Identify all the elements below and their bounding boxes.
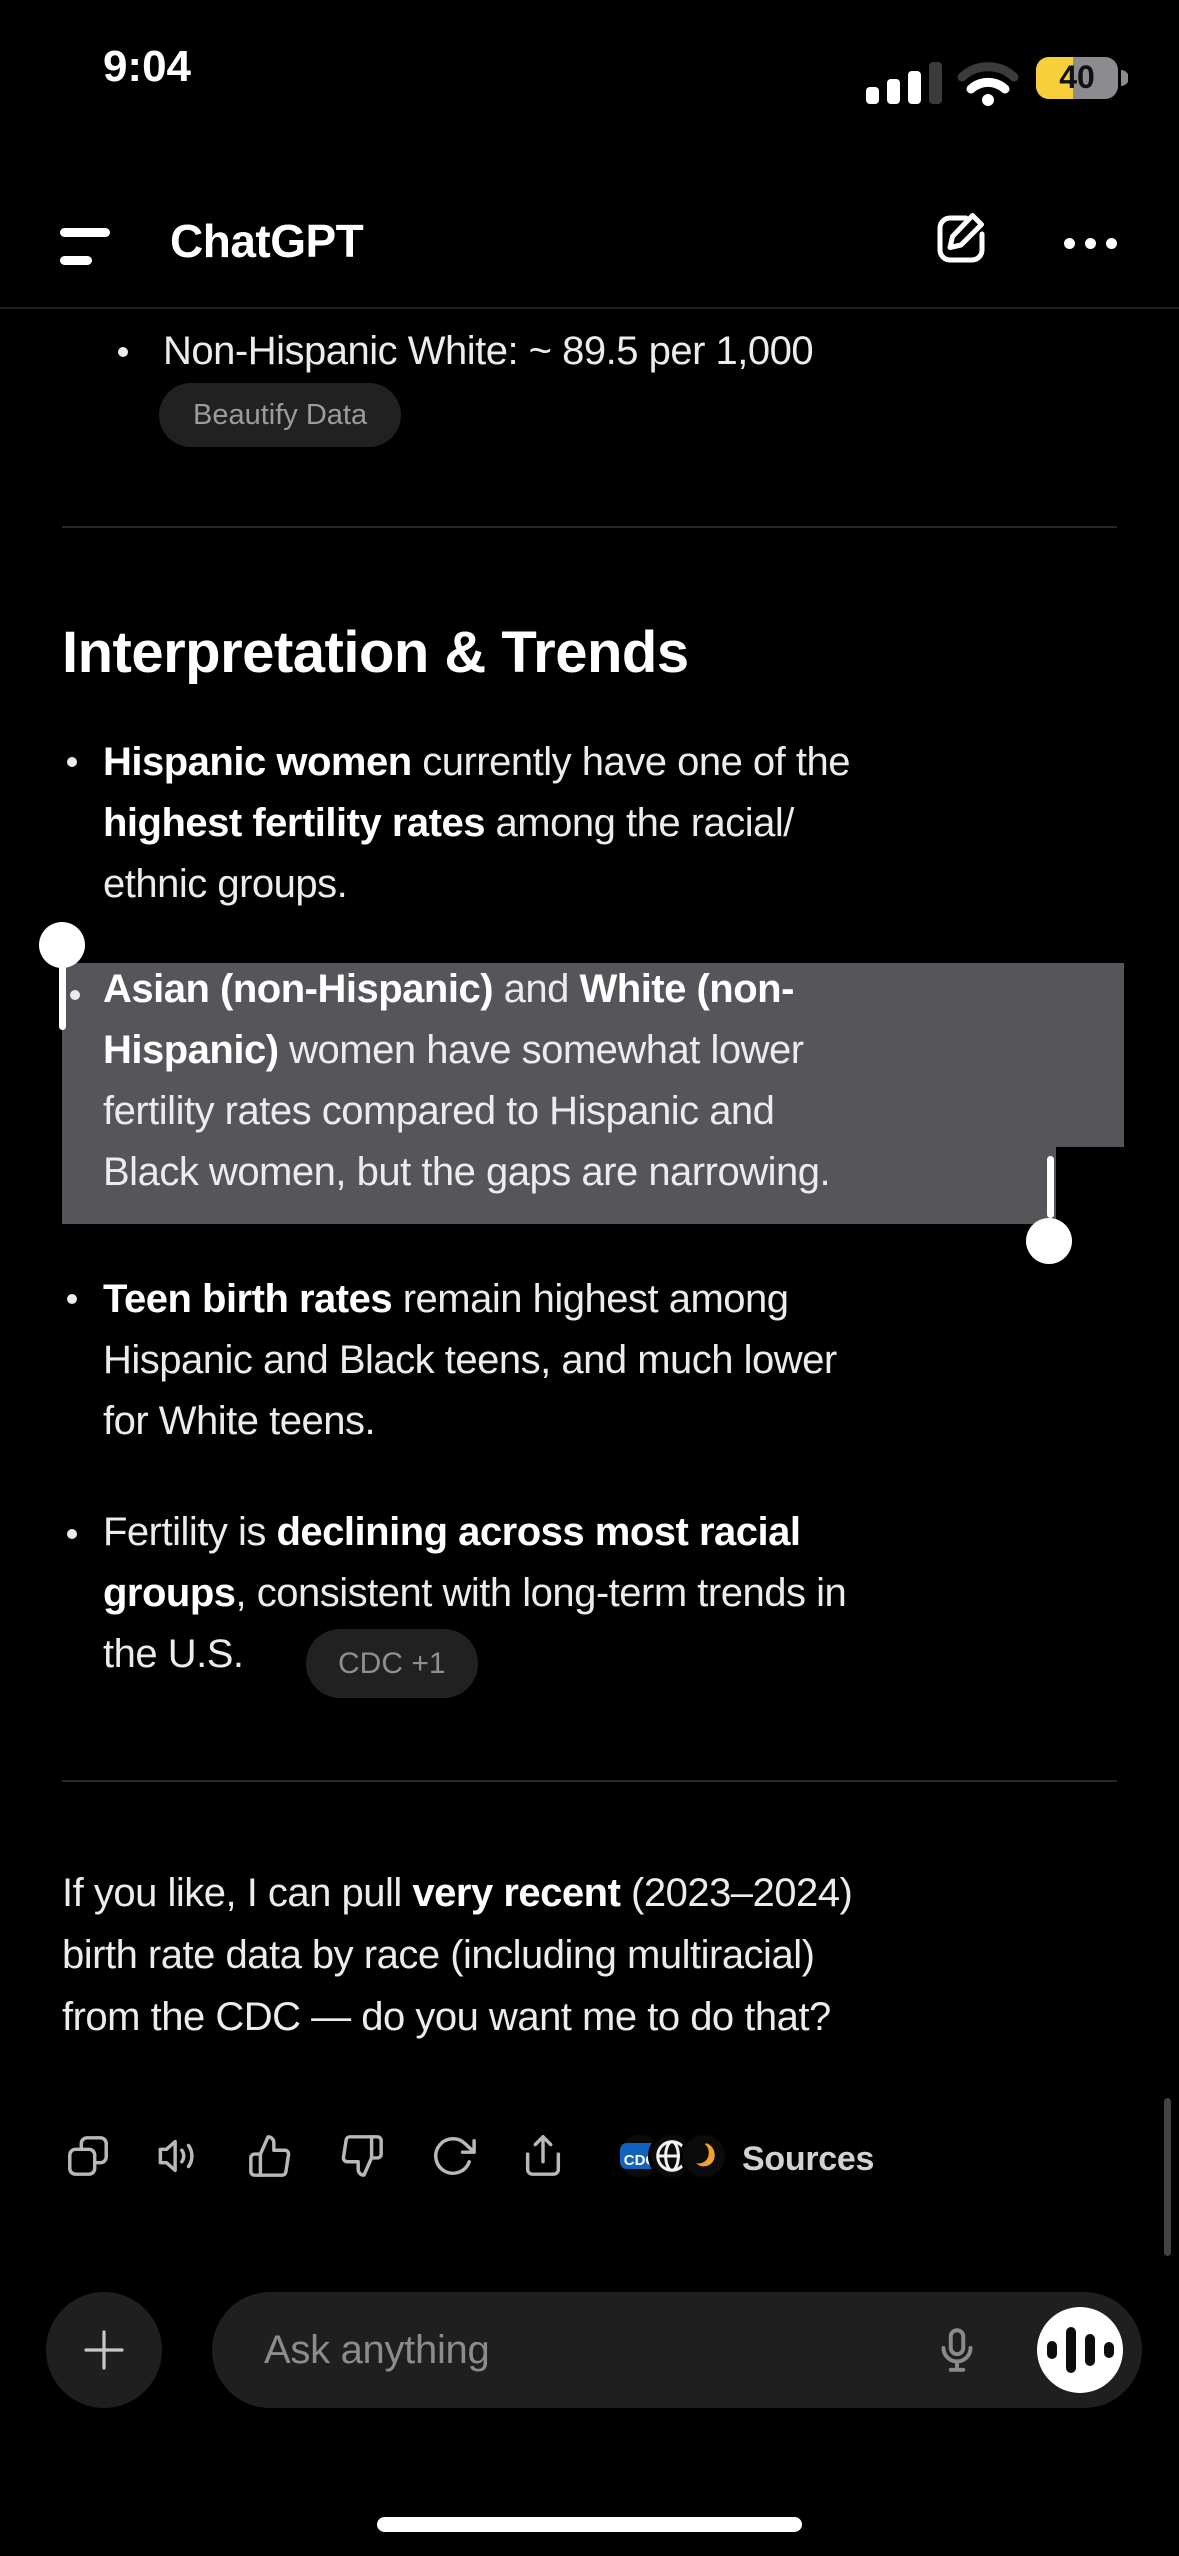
more-options-button[interactable] bbox=[1064, 236, 1127, 254]
text-selection-highlight bbox=[62, 963, 1124, 1147]
home-indicator[interactable] bbox=[377, 2517, 802, 2532]
message-input[interactable]: Ask anything bbox=[212, 2292, 1142, 2408]
read-aloud-icon[interactable] bbox=[155, 2133, 201, 2179]
bullet-dot bbox=[70, 990, 80, 1000]
regenerate-icon[interactable] bbox=[430, 2133, 476, 2179]
status-time: 9:04 bbox=[102, 42, 192, 91]
bullet-item-teen-birth: Teen birth rates remain highest among His… bbox=[103, 1277, 837, 1443]
page-title: ChatGPT bbox=[170, 215, 364, 267]
citation-chip-cdc[interactable]: CDC +1 bbox=[306, 1629, 478, 1698]
bullet-item-fertility-decline: Fertility is declining across most racia… bbox=[103, 1510, 847, 1676]
bullet-dot bbox=[67, 1529, 77, 1539]
flame-favicon bbox=[680, 2132, 728, 2180]
selection-end-caret[interactable] bbox=[1047, 1156, 1054, 1218]
selection-start-handle[interactable] bbox=[39, 922, 85, 968]
closing-paragraph: If you like, I can pull very recent (202… bbox=[62, 1871, 853, 2039]
copy-icon[interactable] bbox=[65, 2133, 111, 2179]
beautify-data-chip[interactable]: Beautify Data bbox=[159, 383, 402, 447]
voice-mode-button[interactable] bbox=[1037, 2307, 1123, 2393]
bullet-dot bbox=[67, 757, 77, 767]
dictation-mic-icon[interactable] bbox=[932, 2325, 982, 2380]
wifi-icon bbox=[956, 58, 1020, 111]
text-selection-highlight bbox=[62, 1147, 1056, 1224]
bullet-item-asian-white-selected: Asian (non-Hispanic) and White (non- Hisp… bbox=[103, 967, 831, 1194]
selection-end-handle[interactable] bbox=[1026, 1218, 1072, 1264]
share-icon[interactable] bbox=[520, 2133, 566, 2179]
thumbs-up-icon[interactable] bbox=[247, 2133, 293, 2179]
battery-percent-text: 40 bbox=[1059, 59, 1095, 95]
input-placeholder: Ask anything bbox=[264, 2328, 490, 2372]
bullet-dot bbox=[67, 1294, 77, 1304]
section-heading: Interpretation & Trends bbox=[62, 620, 689, 685]
section-divider bbox=[62, 1780, 1117, 1782]
new-chat-compose-button[interactable] bbox=[930, 206, 996, 272]
thumbs-down-icon[interactable] bbox=[339, 2133, 385, 2179]
selection-start-caret[interactable] bbox=[59, 964, 66, 1030]
battery-indicator: 40 bbox=[1036, 57, 1129, 104]
bullet-item-white-rate: Non-Hispanic White: ~ 89.5 per 1,000 bbox=[163, 329, 814, 373]
bullet-dot bbox=[118, 347, 128, 357]
header-divider bbox=[0, 307, 1179, 309]
scroll-indicator[interactable] bbox=[1164, 2098, 1171, 2256]
section-divider bbox=[62, 526, 1117, 528]
sidebar-menu-button[interactable] bbox=[58, 224, 118, 284]
bullet-item-hispanic: Hispanic women currently have one of the… bbox=[103, 740, 851, 906]
attach-plus-button[interactable] bbox=[46, 2292, 162, 2408]
sources-label[interactable]: Sources bbox=[742, 2140, 875, 2178]
cellular-signal-icon bbox=[866, 62, 946, 109]
